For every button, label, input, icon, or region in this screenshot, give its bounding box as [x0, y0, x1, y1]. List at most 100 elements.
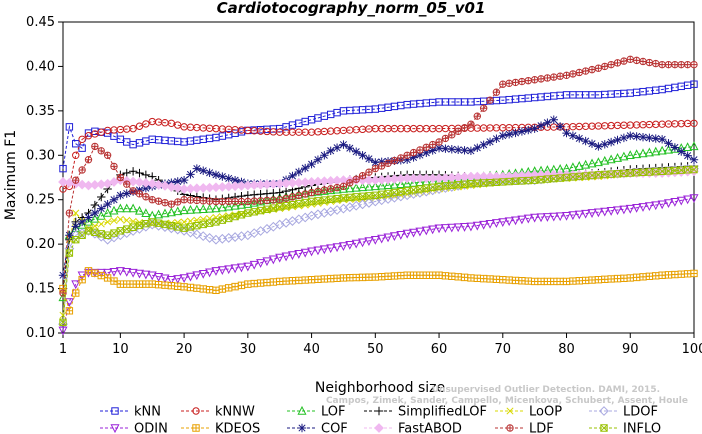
- data-point-simplifiedlof: [122, 168, 131, 178]
- legend-label-cof: COF: [321, 422, 348, 434]
- data-point-odin: [485, 220, 495, 229]
- data-point-kdeos: [339, 274, 348, 282]
- data-point-knn: [307, 116, 316, 124]
- data-point-kdeos: [499, 275, 507, 284]
- data-point-cof: [657, 135, 667, 144]
- x-tick-label: 10: [112, 342, 129, 357]
- data-point-cof: [511, 128, 520, 138]
- data-point-cof: [479, 140, 488, 150]
- data-point-ldf: [193, 197, 201, 204]
- data-point-odin: [287, 251, 297, 261]
- data-point-lof: [166, 207, 176, 217]
- data-point-odin: [179, 274, 189, 284]
- data-point-odin: [389, 232, 399, 242]
- data-point-kdeos: [460, 273, 469, 282]
- data-point-fastabod: [128, 176, 139, 187]
- legend-marker-loop: [506, 407, 514, 415]
- data-point-inflo: [103, 231, 112, 239]
- data-point-lof: [612, 153, 623, 162]
- legend-marker-knn: [111, 407, 119, 415]
- data-point-inflo: [352, 193, 360, 201]
- data-point-ldf: [251, 197, 258, 205]
- data-point-ldf: [416, 146, 424, 154]
- data-point-cof: [320, 151, 329, 160]
- data-point-inflo: [346, 193, 354, 202]
- data-point-simplifiedlof: [281, 186, 291, 196]
- data-point-kdeos: [562, 277, 571, 286]
- data-point-cof: [345, 143, 355, 153]
- data-point-kdeos: [467, 274, 475, 282]
- data-point-fastabod: [58, 177, 68, 187]
- data-point-kdeos: [199, 285, 207, 293]
- data-point-simplifiedlof: [256, 190, 265, 199]
- data-point-odin: [192, 271, 202, 281]
- data-point-ldf: [544, 74, 551, 82]
- data-point-inflo: [422, 184, 431, 192]
- data-point-odin: [683, 195, 693, 205]
- data-point-cof: [575, 134, 584, 143]
- data-point-lof: [109, 205, 119, 215]
- data-point-cof: [524, 125, 533, 135]
- series-line-lof: [62, 145, 695, 298]
- data-point-inflo: [186, 223, 195, 231]
- data-point-lof: [173, 206, 183, 216]
- series-line-odin: [62, 197, 695, 331]
- data-point-odin: [555, 212, 565, 222]
- data-point-kdeos: [632, 273, 641, 282]
- data-point-ldf: [91, 143, 99, 150]
- data-point-simplifiedlof: [269, 188, 278, 198]
- data-point-knn: [333, 108, 341, 117]
- data-point-odin: [670, 197, 680, 207]
- data-point-lof: [383, 180, 393, 190]
- data-point-cof: [530, 124, 539, 133]
- data-point-inflo: [193, 221, 201, 230]
- data-point-kdeos: [416, 271, 424, 279]
- legend-marker-inflo: [600, 424, 608, 432]
- data-point-lof: [179, 205, 189, 215]
- x-tick-label: 20: [176, 342, 193, 357]
- data-point-odin: [205, 268, 215, 278]
- data-point-cof: [670, 143, 680, 152]
- data-point-kdeos: [161, 281, 169, 289]
- data-point-kdeos: [103, 274, 112, 282]
- data-point-lof: [683, 142, 693, 151]
- data-point-kdeos: [581, 276, 590, 285]
- data-point-kdeos: [244, 280, 252, 288]
- data-point-inflo: [78, 231, 86, 239]
- data-point-ldf: [595, 65, 602, 72]
- x-tick-label: 70: [495, 342, 512, 357]
- data-point-fastabod: [529, 169, 540, 180]
- data-point-odin: [447, 223, 457, 233]
- data-point-ldf: [499, 81, 506, 88]
- data-point-cof: [211, 170, 221, 180]
- data-point-lof: [689, 141, 699, 151]
- data-point-kdeos: [505, 276, 513, 284]
- data-point-kdeos: [473, 274, 481, 282]
- data-point-ldf: [174, 198, 181, 206]
- data-point-lof: [230, 200, 240, 210]
- data-point-odin: [364, 237, 374, 247]
- data-point-kdeos: [282, 277, 290, 285]
- data-point-inflo: [454, 181, 462, 189]
- data-point-cof: [428, 146, 437, 155]
- data-point-lof: [249, 197, 259, 207]
- legend-marker-cof: [297, 423, 307, 433]
- data-point-inflo: [218, 216, 227, 224]
- series-ldf: [59, 55, 698, 297]
- data-point-inflo: [537, 175, 545, 184]
- legend-label-lof: LOF: [321, 405, 346, 420]
- data-point-inflo: [435, 182, 443, 191]
- data-point-lof: [326, 185, 336, 195]
- data-point-lof: [402, 178, 412, 188]
- data-point-fastabod: [166, 182, 177, 192]
- data-point-odin: [676, 196, 686, 206]
- series-kdeos: [59, 267, 698, 315]
- data-point-odin: [511, 216, 521, 226]
- data-point-ldf: [231, 198, 239, 205]
- data-point-simplifiedlof: [90, 200, 100, 210]
- legend-item-lof: LOF: [287, 405, 346, 420]
- data-point-inflo: [460, 180, 469, 188]
- data-point-odin: [428, 225, 438, 235]
- data-point-ldf: [601, 63, 608, 70]
- data-point-inflo: [448, 181, 456, 190]
